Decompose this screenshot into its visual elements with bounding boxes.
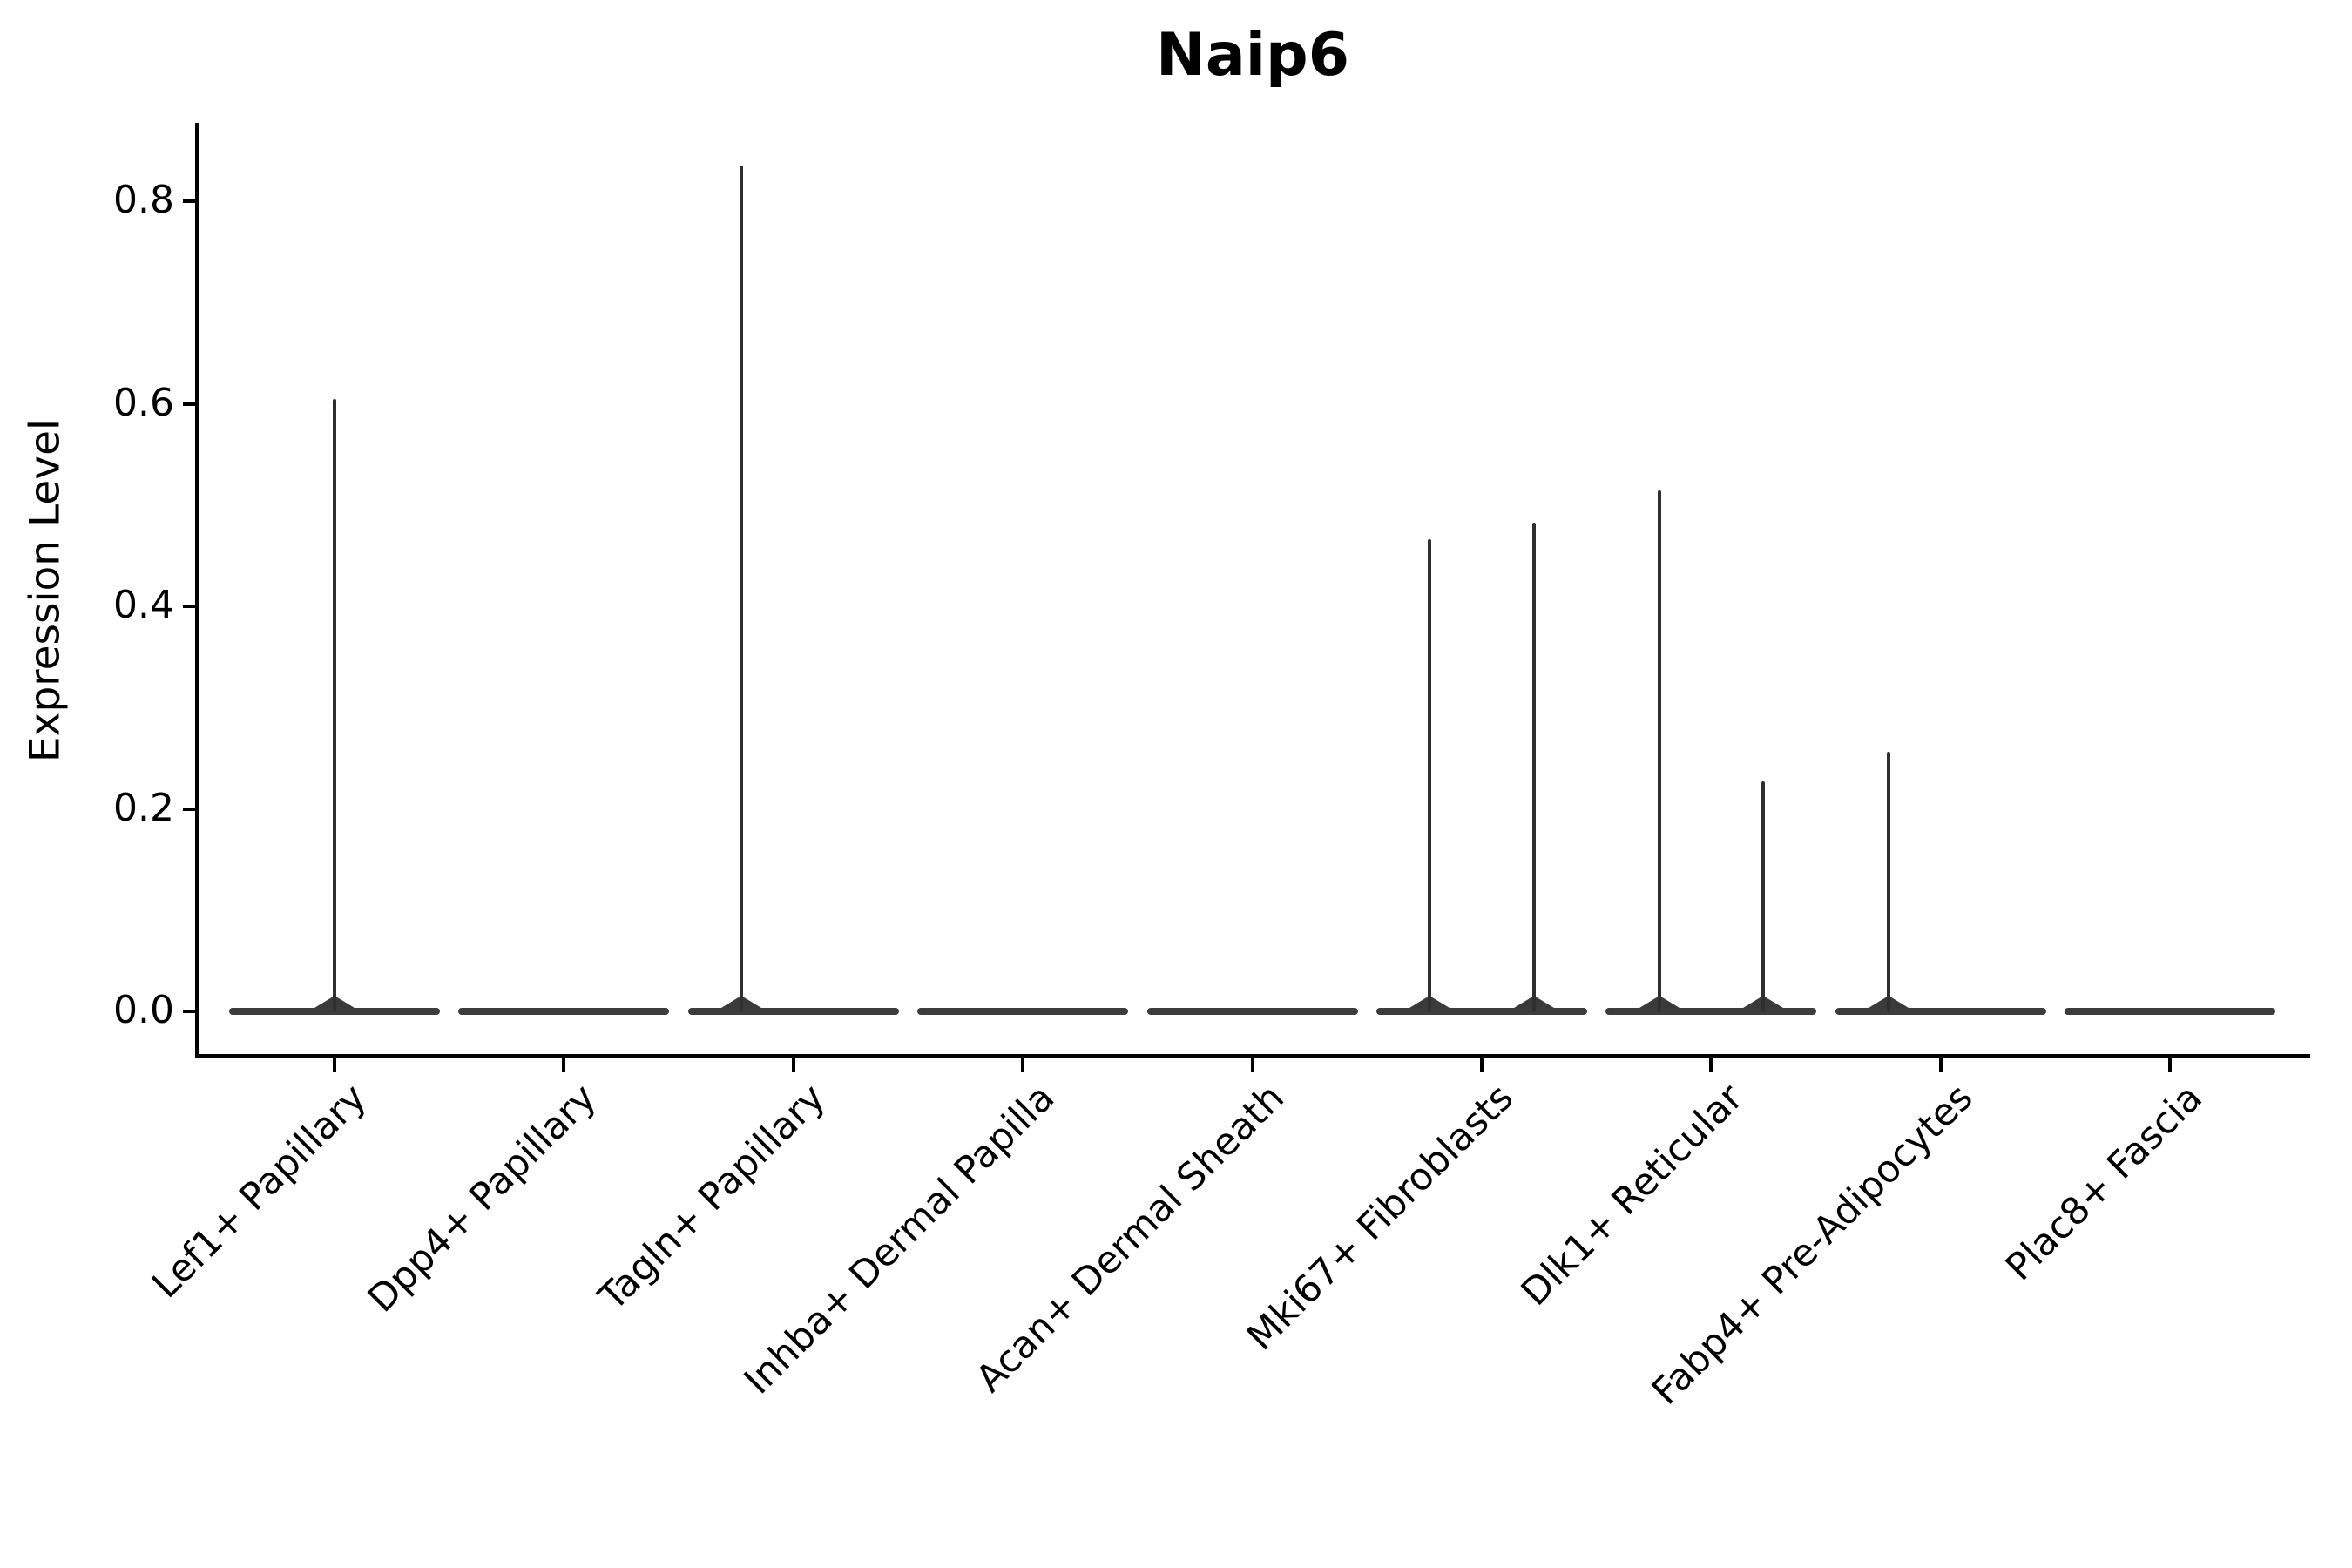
x-tick-mark [333,1058,336,1072]
x-tick-label: Dlk1+ Reticular [1513,1076,1752,1315]
y-tick-mark [183,807,195,811]
x-tick-label: Mki67+ Fibroblasts [1239,1076,1523,1360]
y-tick-label: 0.6 [113,380,174,425]
x-tick-mark [2168,1058,2173,1072]
y-tick-label: 0.0 [113,988,174,1032]
violin-baseline [917,1008,1129,1015]
y-axis-spine [195,123,199,1058]
violin-baseline [1376,1008,1587,1015]
y-tick-mark [183,199,195,203]
violin-spike [1887,752,1890,1011]
x-tick-label: Dpp4+ Papillary [359,1076,605,1321]
violin-baseline [1146,1008,1358,1015]
x-tick-label: Lef1+ Papillary [144,1076,375,1308]
violin-baseline [229,1008,440,1015]
violin-baseline [458,1008,670,1015]
x-tick-mark [791,1058,795,1072]
y-tick-label: 0.2 [113,785,174,830]
violin-baseline [1605,1008,1817,1015]
violin-spike [333,398,336,1011]
x-axis-spine [195,1054,2310,1058]
x-tick-mark [1021,1058,1025,1072]
violin-spike [740,166,743,1011]
x-tick-mark [1938,1058,1943,1072]
violin-baseline [2065,1008,2276,1015]
x-tick-label: Plac8+ Fascia [1997,1076,2211,1290]
x-tick-mark [562,1058,566,1072]
y-tick-mark [183,605,195,608]
x-tick-mark [1250,1058,1254,1072]
y-tick-mark [183,402,195,406]
violin-baseline [1835,1008,2046,1015]
violin-baseline [687,1008,899,1015]
x-tick-mark [1709,1058,1713,1072]
y-tick-label: 0.8 [113,178,174,222]
y-tick-label: 0.4 [113,583,174,627]
chart-title: Naip6 [1155,21,1350,90]
violin-spike [1531,522,1536,1011]
x-tick-mark [1480,1058,1484,1072]
y-tick-mark [183,1010,195,1013]
violin-spike [1761,781,1766,1011]
x-tick-label: Tagln+ Papillary [591,1076,835,1320]
violin-spike [1657,490,1661,1011]
violin-spike [1428,539,1432,1011]
